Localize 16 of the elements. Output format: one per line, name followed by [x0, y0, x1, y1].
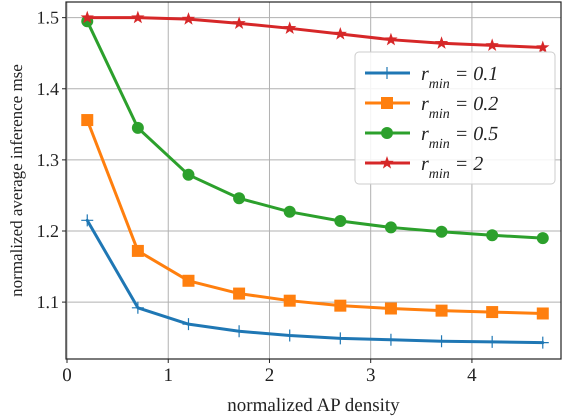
legend-label: r$_{min}$ = 0.5	[421, 123, 498, 152]
legend-label: r$_{min}$ = 0.2	[421, 93, 498, 122]
y-tick-label: 1.2	[36, 220, 59, 241]
y-axis-title: normalized average inference mse	[7, 64, 26, 297]
x-tick-label: 0	[62, 365, 72, 386]
x-tick-label: 1	[163, 365, 173, 386]
x-axis-title: normalized AP density	[227, 395, 400, 416]
x-tick-label: 4	[467, 365, 478, 386]
y-tick-label: 1.3	[36, 150, 59, 170]
x-tick-label: 3	[366, 365, 376, 386]
y-tick-label: 1.1	[36, 292, 59, 312]
x-tick-label: 2	[264, 365, 274, 386]
legend-label: r$_{min}$ = 2	[421, 153, 484, 182]
legend-label: r$_{min}$ = 0.1	[421, 63, 498, 92]
y-tick-label: 1.5	[36, 8, 59, 28]
y-tick-label: 1.4	[36, 78, 59, 99]
